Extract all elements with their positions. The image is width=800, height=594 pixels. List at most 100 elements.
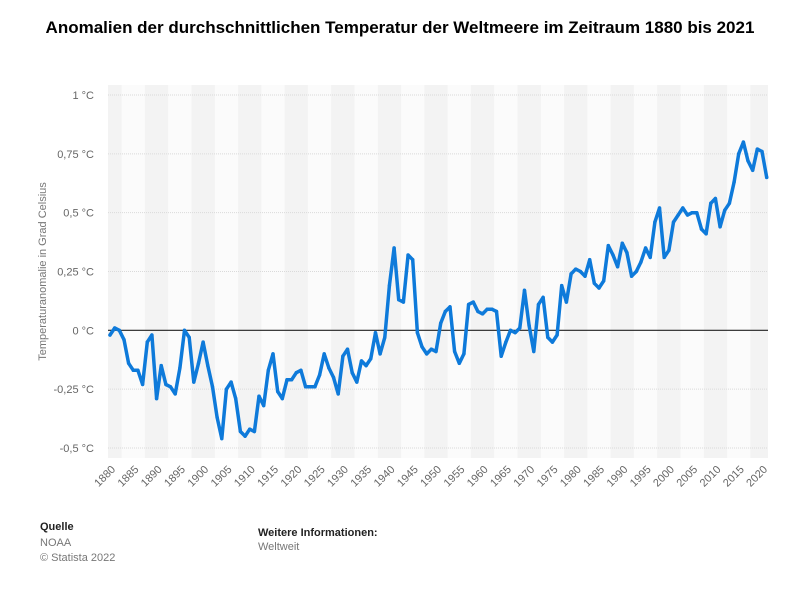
data-point	[201, 340, 205, 344]
data-point	[452, 349, 457, 354]
data-point	[406, 253, 410, 257]
data-point	[387, 283, 392, 288]
data-point	[373, 330, 378, 335]
data-point	[699, 227, 704, 231]
data-point	[764, 175, 769, 180]
x-tick-label: 1935	[348, 464, 374, 490]
x-tick-label: 1985	[581, 464, 607, 490]
data-point	[234, 396, 238, 401]
x-tick-label: 1885	[116, 464, 142, 490]
chart-title: Anomalien der durchschnittlichen Tempera…	[45, 18, 755, 37]
data-point	[657, 206, 662, 210]
x-tick-label: 1965	[488, 464, 514, 490]
x-tick-label: 1910	[232, 464, 258, 490]
data-point	[313, 385, 317, 389]
data-point	[587, 258, 592, 262]
data-point	[592, 281, 597, 285]
data-point	[685, 213, 690, 217]
data-point	[150, 333, 154, 337]
data-point	[220, 436, 224, 441]
data-point	[462, 352, 466, 356]
data-point	[727, 201, 732, 205]
data-point	[196, 361, 201, 365]
data-point	[546, 335, 550, 340]
data-point	[112, 326, 117, 330]
x-tick-label: 1945	[395, 464, 421, 490]
data-point	[560, 283, 564, 288]
data-point	[257, 394, 261, 398]
data-point	[709, 201, 713, 205]
data-point	[494, 309, 499, 314]
data-point	[448, 305, 452, 309]
data-point	[434, 349, 438, 354]
data-point	[266, 368, 271, 373]
data-point	[411, 258, 415, 262]
data-point	[601, 279, 606, 283]
data-point	[695, 210, 699, 215]
data-point	[536, 302, 541, 307]
data-point	[145, 340, 149, 344]
data-point	[471, 300, 475, 304]
data-point	[667, 248, 671, 253]
data-point	[490, 307, 494, 311]
data-point	[359, 359, 364, 363]
x-tick-label: 1925	[302, 464, 328, 490]
data-point	[648, 255, 652, 260]
data-point	[424, 352, 429, 356]
data-point	[327, 366, 331, 370]
data-point	[532, 349, 536, 354]
data-point	[746, 159, 750, 163]
data-point	[369, 356, 373, 361]
data-point	[261, 403, 266, 408]
data-point	[173, 392, 177, 396]
data-point	[676, 213, 680, 217]
data-point	[574, 267, 578, 271]
data-point	[643, 246, 648, 250]
data-point	[122, 338, 126, 342]
data-point	[597, 286, 601, 290]
data-point	[527, 323, 531, 328]
data-point	[187, 335, 191, 340]
background-band	[494, 85, 518, 458]
data-point	[341, 354, 345, 358]
data-point	[718, 225, 722, 229]
data-point	[294, 370, 298, 375]
data-point	[671, 220, 676, 224]
background-band	[633, 85, 658, 458]
data-point	[513, 330, 517, 335]
data-point	[634, 269, 638, 274]
data-point	[350, 370, 354, 375]
data-point	[392, 246, 396, 250]
data-point	[280, 396, 285, 401]
data-point	[541, 295, 545, 300]
data-point	[117, 328, 122, 333]
data-point	[713, 196, 718, 201]
data-point	[620, 241, 624, 245]
data-point	[760, 149, 764, 154]
data-point	[741, 140, 746, 144]
data-point	[192, 380, 196, 384]
data-point	[136, 368, 140, 373]
data-point	[564, 300, 569, 304]
data-point	[578, 269, 583, 274]
data-point	[378, 352, 382, 356]
data-point	[732, 180, 736, 184]
data-point	[238, 429, 243, 434]
data-point	[285, 378, 289, 382]
data-point	[583, 274, 587, 278]
data-point	[308, 385, 312, 389]
data-point	[485, 307, 489, 311]
y-axis-title: Temperaturanomalie in Grad Celsius	[37, 182, 49, 361]
x-tick-label: 1900	[185, 464, 211, 490]
data-point	[737, 152, 741, 156]
y-tick-label: 0,5 °C	[63, 208, 94, 220]
data-point	[383, 335, 387, 340]
data-point	[164, 382, 168, 387]
x-tick-label: 1915	[255, 464, 281, 490]
data-point	[420, 345, 424, 349]
data-point	[466, 302, 471, 307]
data-point	[625, 250, 629, 255]
data-point	[723, 208, 727, 213]
x-tick-label: 1995	[628, 464, 654, 490]
